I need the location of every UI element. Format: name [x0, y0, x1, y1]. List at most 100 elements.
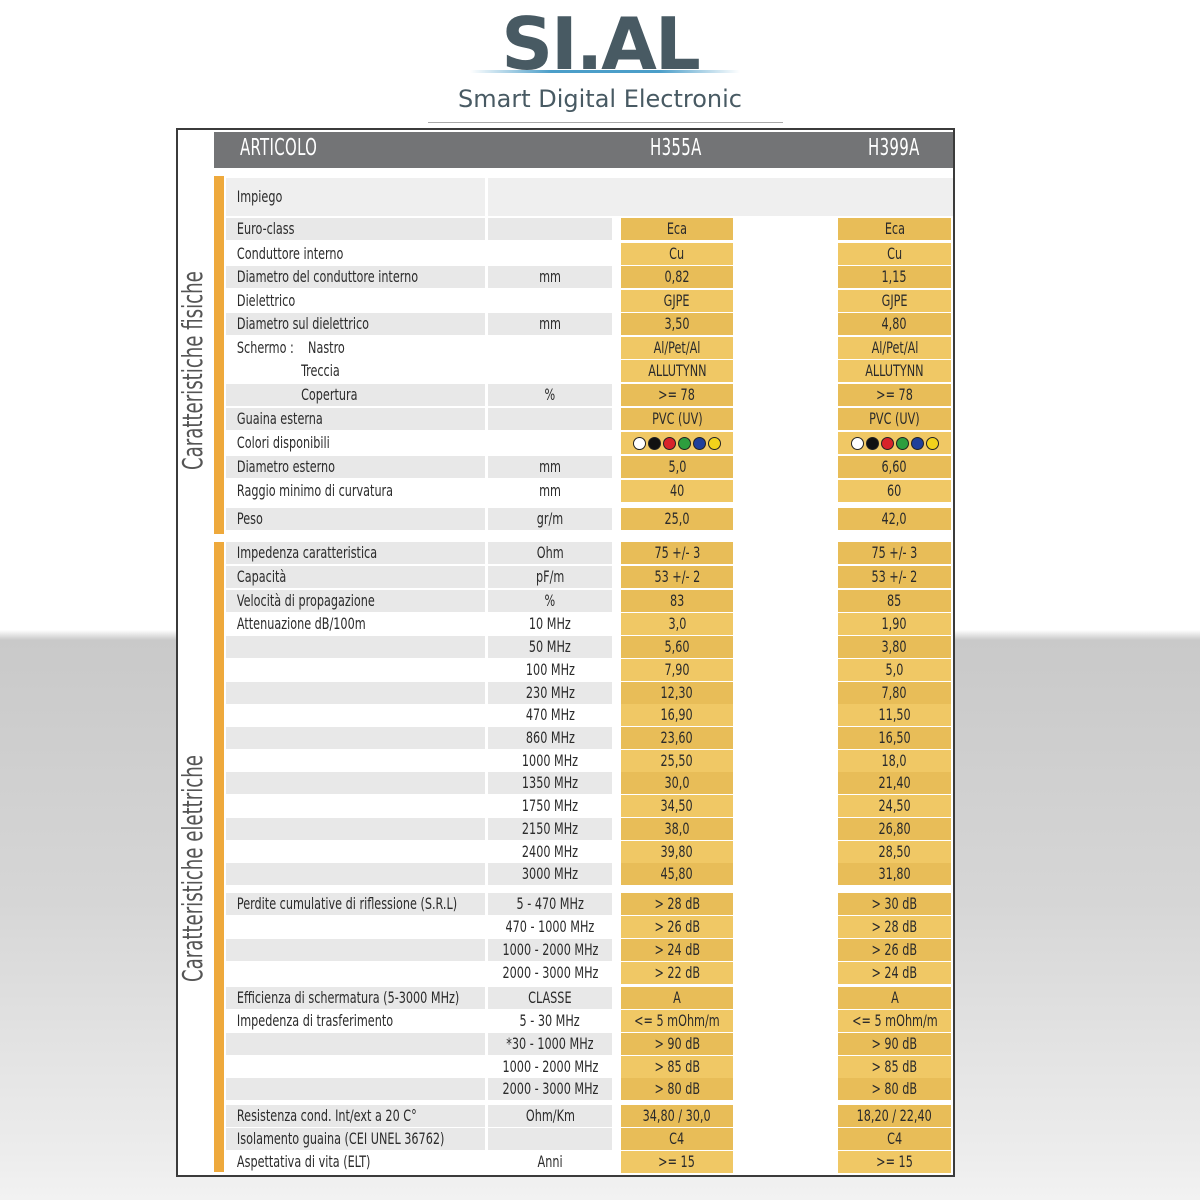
- value-col-a: 7,90: [621, 659, 733, 681]
- table-row: 1000 MHz 25,50 18,0: [226, 750, 953, 772]
- value-col-a: 25,50: [621, 750, 733, 772]
- table-row: 1000 - 2000 MHz > 85 dB > 85 dB: [226, 1056, 953, 1078]
- table-row: 1350 MHz 30,0 21,40: [226, 772, 953, 794]
- row-label: Copertura: [226, 384, 485, 406]
- value-col-a: > 80 dB: [621, 1078, 733, 1100]
- value-col-a: A: [621, 987, 733, 1009]
- value-col-b: 1,90: [838, 613, 951, 635]
- value-col-b: 5,0: [838, 659, 951, 681]
- table-row: Aspettativa di vita (ELT) Anni >= 15 >= 15: [226, 1151, 953, 1173]
- value-col-b: 26,80: [838, 818, 951, 840]
- table-row: 230 MHz 12,30 7,80: [226, 682, 953, 704]
- value-col-a: > 28 dB: [621, 893, 733, 915]
- color-dot: [895, 436, 909, 450]
- value-col-b: 6,60: [838, 456, 951, 478]
- table-row: Efficienza di schermatura (5-3000 MHz) CL…: [226, 987, 953, 1009]
- row-unit: Anni: [537, 1152, 563, 1171]
- row-label: Velocità di propagazione: [226, 590, 485, 612]
- value-col-a: C4: [621, 1128, 733, 1150]
- row-unit: [488, 408, 612, 430]
- value-col-b: 18,0: [838, 750, 951, 772]
- table-row: 2150 MHz 38,0 26,80: [226, 818, 953, 840]
- row-unit: 860 MHz: [488, 727, 612, 749]
- row-label: [226, 863, 485, 885]
- table-row: Diametro sul dielettrico mm 3,50 4,80: [226, 313, 953, 335]
- value-col-a: 53 +/- 2: [621, 566, 733, 588]
- section-label-electrical: Caratteristiche elettriche: [176, 755, 209, 982]
- table-header: ARTICOLO H355A H399A: [214, 132, 953, 168]
- table-row: Capacità pF/m 53 +/- 2 53 +/- 2: [226, 566, 953, 588]
- row-unit: 2000 - 3000 MHz: [502, 963, 598, 982]
- table-row: 2000 - 3000 MHz > 80 dB > 80 dB: [226, 1078, 953, 1100]
- value-col-a: > 24 dB: [621, 939, 733, 961]
- value-col-a: > 90 dB: [621, 1033, 733, 1055]
- row-unit: 3000 MHz: [488, 863, 612, 885]
- row-label: Impedenza di trasferimento: [236, 1011, 394, 1030]
- color-dot: [633, 436, 646, 450]
- header-col-b: H399A: [868, 135, 920, 161]
- color-dot: [910, 436, 924, 450]
- value-col-a: 5,0: [621, 456, 733, 478]
- table-row: 2000 - 3000 MHz > 22 dB > 24 dB: [226, 962, 953, 984]
- value-col-a: 75 +/- 3: [621, 542, 733, 564]
- row-label: [226, 1056, 485, 1078]
- row-unit: mm: [488, 266, 612, 288]
- color-dot: [678, 436, 691, 450]
- value-col-b: > 90 dB: [838, 1033, 951, 1055]
- row-label: Isolamento guaina (CEI UNEL 36762): [226, 1128, 485, 1150]
- row-label: Raggio minimo di curvatura: [236, 481, 394, 500]
- brand-header: SI.AL Smart Digital Electronic: [0, 0, 1200, 128]
- row-label: Perdite cumulative di riflessione (S.R.L…: [226, 893, 485, 915]
- value-col-b: 60: [838, 480, 951, 502]
- value-col-b: <= 5 mOhm/m: [838, 1010, 951, 1032]
- value-col-b: > 24 dB: [838, 962, 951, 984]
- value-col-a: 25,0: [621, 508, 733, 530]
- value-col-a: <= 5 mOhm/m: [621, 1010, 733, 1032]
- impiego-label: Impiego: [236, 187, 283, 206]
- row-unit: 5 - 470 MHz: [488, 893, 612, 915]
- value-col-b: 1,15: [838, 266, 951, 288]
- row-label: [226, 704, 485, 726]
- value-col-b: 75 +/- 3: [838, 542, 951, 564]
- row-unit: [488, 432, 612, 454]
- value-col-b: 7,80: [838, 682, 951, 704]
- row-unit: pF/m: [488, 566, 612, 588]
- row-label: Diametro esterno: [226, 456, 485, 478]
- row-unit: gr/m: [488, 508, 612, 530]
- table-row: Impedenza di trasferimento 5 - 30 MHz <= 5…: [226, 1010, 953, 1032]
- table-row: 1000 - 2000 MHz > 24 dB > 26 dB: [226, 939, 953, 961]
- table-row: 470 MHz 16,90 11,50: [226, 704, 953, 726]
- value-col-b: > 26 dB: [838, 939, 951, 961]
- row-label: [226, 682, 485, 704]
- row-label: Impedenza caratteristica: [226, 542, 485, 564]
- value-col-a: 0,82: [621, 266, 733, 288]
- value-col-a: 3,0: [621, 613, 733, 635]
- table-row: 100 MHz 7,90 5,0: [226, 659, 953, 681]
- value-col-a: 34,50: [621, 795, 733, 817]
- color-dot: [850, 436, 864, 450]
- row-unit: Ohm/Km: [488, 1105, 612, 1127]
- value-col-a: >= 78: [621, 384, 733, 406]
- table-row: 1750 MHz 34,50 24,50: [226, 795, 953, 817]
- section-bar-electrical: [214, 542, 224, 1172]
- row-unit: [488, 218, 612, 240]
- row-unit: 1350 MHz: [488, 772, 612, 794]
- value-col-a: 16,90: [621, 704, 733, 726]
- row-label: [226, 727, 485, 749]
- table-row: Diametro del conduttore interno mm 0,82 1,1…: [226, 266, 953, 288]
- row-unit: 470 MHz: [525, 705, 575, 724]
- value-col-a: ALLUTYNN: [621, 360, 733, 382]
- row-unit: [488, 243, 612, 265]
- header-article: ARTICOLO: [240, 135, 318, 161]
- row-label: [226, 841, 485, 863]
- value-col-a: > 22 dB: [621, 962, 733, 984]
- value-col-a: 38,0: [621, 818, 733, 840]
- color-swatches-b: [838, 432, 951, 454]
- row-unit: %: [488, 590, 612, 612]
- value-col-b: 24,50: [838, 795, 951, 817]
- value-col-a: Eca: [621, 218, 733, 240]
- row-label: [226, 962, 485, 984]
- color-dot: [708, 436, 721, 450]
- row-unit: %: [488, 384, 612, 406]
- value-col-a: 40: [621, 480, 733, 502]
